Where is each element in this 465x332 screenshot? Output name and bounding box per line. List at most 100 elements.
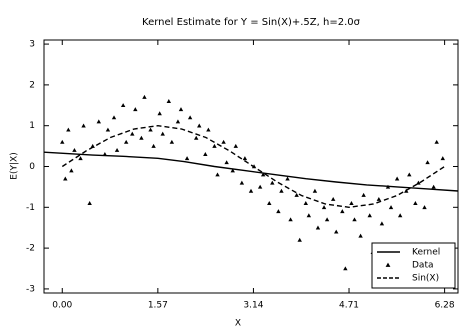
legend-label: Kernel [412,248,440,258]
data-point [194,135,199,140]
data-point [175,119,181,124]
line-series [43,151,459,192]
data-point [330,196,336,201]
data-point [81,123,86,128]
data-point [120,103,126,108]
data-point [340,209,345,214]
x-tick-label: 3.14 [243,301,263,311]
data-point [288,217,293,222]
data-point [206,127,211,132]
data-point [178,107,184,112]
data-point [114,147,120,152]
data-point [324,217,330,222]
legend-label: Data [412,261,434,271]
data-point [413,201,418,205]
data-point [142,94,147,99]
data-point [111,115,117,120]
data-point [60,139,65,144]
data-point [394,176,400,181]
data-point [431,184,436,189]
data-point [385,184,391,189]
data-point [294,192,299,197]
data-point [367,213,372,218]
y-tick-label: 0 [29,162,35,172]
y-tick-label: 3 [29,40,35,50]
data-point [334,229,339,234]
y-tick-label: 1 [29,121,35,131]
x-tick-label: 1.57 [148,301,168,311]
data-point [407,172,412,177]
data-point [133,107,138,112]
y-tick-label: -3 [26,284,35,294]
data-point [148,127,153,132]
data-point [422,205,427,210]
data-point [376,196,382,201]
data-point [397,213,403,218]
x-axis-label: X [235,319,241,329]
data-point [169,139,175,144]
data-point [90,143,95,148]
data-point [184,156,190,161]
data-point [239,180,245,185]
data-point [63,176,68,181]
x-tick-label: 0.00 [52,301,72,311]
data-point [352,217,357,222]
x-tick-label: 4.71 [339,301,359,311]
data-point [212,143,217,148]
data-point [72,147,77,152]
chart-title: Kernel Estimate for Y = Sin(X)+.5Z, h=2.… [142,17,361,28]
data-point [343,266,348,271]
data-point [78,156,83,161]
y-tick-label: 2 [29,80,35,90]
data-point [388,205,394,210]
legend-label: Sin(X) [412,274,439,284]
data-point [157,111,162,116]
data-point [166,99,172,103]
data-point [416,180,421,185]
data-point [425,160,430,165]
data-point [303,201,308,205]
data-point [260,172,266,177]
data-point [242,156,248,161]
data-point [215,172,220,177]
data-point [297,237,302,242]
data-point [66,127,71,132]
data-point [69,168,74,173]
x-tick-label: 6.28 [435,301,455,311]
data-point [315,225,321,230]
y-tick-label: -1 [26,203,35,213]
y-tick-label: -2 [26,244,35,254]
data-point [279,188,284,193]
data-point [160,131,165,136]
data-point [203,152,208,157]
data-point [349,201,354,205]
data-point [123,139,129,144]
data-point [276,209,281,214]
y-axis-label: E(Y|X) [10,152,20,179]
data-point [440,156,445,161]
data-point [187,115,193,120]
data-point [230,168,235,173]
data-point [361,192,366,197]
legend-box [371,242,456,289]
line-series [61,124,445,209]
data-point [87,201,92,205]
data-point [102,152,108,157]
data-point [312,188,318,193]
data-point [151,143,156,148]
data-point [270,180,275,185]
data-point [139,135,144,140]
data-point [224,160,229,165]
data-point [130,131,135,136]
data-point [306,213,312,218]
data-point [221,139,226,144]
data-point [233,143,238,148]
data-point [257,184,263,189]
data-point [96,119,101,124]
legend-symbol [385,262,391,267]
data-point [197,123,202,128]
data-point [434,139,439,144]
data-point [267,201,272,205]
data-point [248,188,254,193]
